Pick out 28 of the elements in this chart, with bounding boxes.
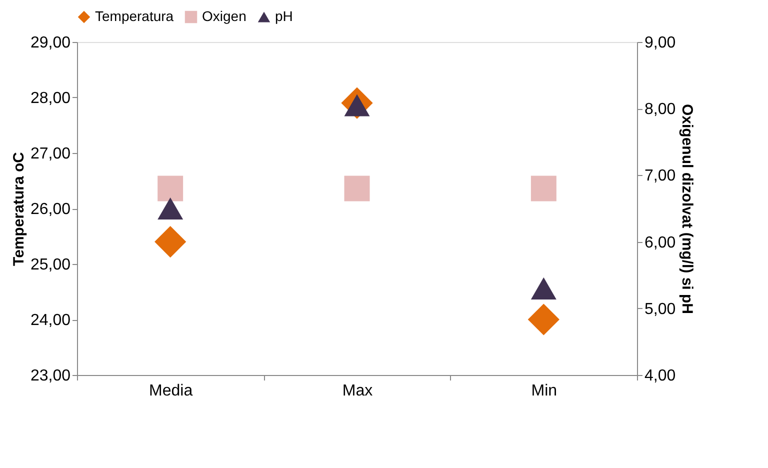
legend-label: Temperatura [95,8,174,24]
y-tick-label: 29,00 [30,34,71,52]
point [154,226,186,258]
y-tick-label: 27,00 [30,146,71,162]
point [530,176,556,202]
y2-axis-title: Oxigenul dizolvat (mg/l) si pH [678,104,696,314]
y2-tick-label: 4,00 [644,368,676,384]
y2-tick-label: 9,00 [644,34,676,52]
y-tick-label: 25,00 [30,256,71,274]
x-tick-label: Min [531,382,558,400]
y-tick-label: 26,00 [30,201,71,218]
x-tick-label: Max [342,382,373,400]
point [528,304,560,336]
legend-label: pH [275,8,293,24]
point [530,277,556,300]
point [158,176,184,202]
point [158,197,184,220]
y-axis-title: Temperatura oC [10,152,28,266]
y2-tick-label: 7,00 [644,168,676,185]
x-tick-label: Media [149,382,193,400]
y2-tick-label: 5,00 [644,300,676,318]
y-tick-label: 24,00 [30,312,71,329]
legend-label: Oxigen [202,8,246,24]
y2-tick-label: 6,00 [644,234,676,252]
point [344,176,370,202]
y2-tick-label: 8,00 [644,101,676,118]
y-tick-label: 23,00 [30,368,71,384]
y-tick-label: 28,00 [30,90,71,107]
